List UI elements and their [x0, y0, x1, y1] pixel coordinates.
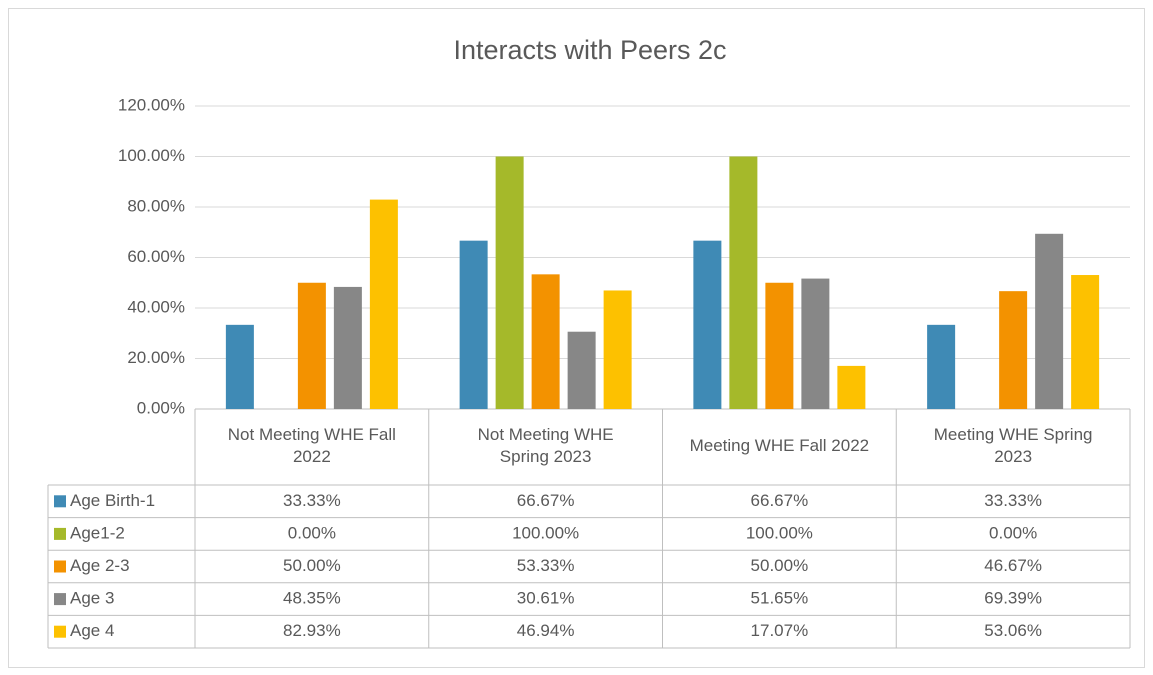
data-label: 50.00% — [751, 556, 809, 575]
data-label: 33.33% — [984, 491, 1042, 510]
legend-label: Age Birth-1 — [70, 491, 155, 510]
legend-label: Age 2-3 — [70, 556, 130, 575]
y-tick-label: 20.00% — [127, 348, 185, 367]
bar — [297, 282, 326, 409]
data-label: 66.67% — [517, 491, 575, 510]
bar — [567, 331, 596, 409]
data-label: 48.35% — [283, 589, 341, 608]
legend-label: Age 3 — [70, 589, 114, 608]
y-tick-label: 120.00% — [118, 95, 185, 114]
bar — [225, 324, 254, 409]
data-label: 46.94% — [517, 621, 575, 640]
y-tick-label: 60.00% — [127, 247, 185, 266]
data-label: 100.00% — [512, 523, 579, 542]
bar — [927, 324, 956, 409]
y-tick-label: 40.00% — [127, 297, 185, 316]
bar — [999, 291, 1028, 409]
y-tick-label: 80.00% — [127, 196, 185, 215]
data-label: 82.93% — [283, 621, 341, 640]
data-label: 33.33% — [283, 491, 341, 510]
y-tick-label: 0.00% — [137, 398, 185, 417]
data-label: 0.00% — [288, 523, 336, 542]
legend-swatch — [54, 527, 66, 540]
data-label: 17.07% — [751, 621, 809, 640]
legend-label: Age 4 — [70, 621, 114, 640]
data-label: 53.06% — [984, 621, 1042, 640]
legend-swatch — [54, 560, 66, 573]
data-label: 69.39% — [984, 589, 1042, 608]
bar — [531, 274, 560, 409]
bar — [495, 156, 524, 409]
x-tick-label: Meeting WHE Fall 2022 — [690, 436, 870, 455]
bar — [1035, 233, 1064, 409]
x-tick-label: Not Meeting WHE Fall 2022 — [228, 425, 396, 466]
bar — [765, 282, 794, 409]
data-label: 66.67% — [751, 491, 809, 510]
x-tick-label: Meeting WHE Spring 2023 — [934, 425, 1093, 466]
bar — [333, 286, 362, 409]
bar — [693, 240, 722, 409]
legend-swatch — [54, 625, 66, 638]
bar — [801, 278, 830, 409]
data-label: 50.00% — [283, 556, 341, 575]
bar — [1071, 275, 1100, 409]
legend-label: Age1-2 — [70, 523, 125, 542]
bar — [369, 199, 398, 409]
data-label: 46.67% — [984, 556, 1042, 575]
data-label: 53.33% — [517, 556, 575, 575]
bar — [603, 290, 632, 409]
bar — [729, 156, 758, 409]
legend-swatch — [54, 593, 66, 606]
legend-swatch — [54, 495, 66, 508]
data-label: 0.00% — [989, 523, 1037, 542]
chart-title: Interacts with Peers 2c — [453, 35, 726, 65]
data-label: 30.61% — [517, 589, 575, 608]
x-tick-label: Not Meeting WHE Spring 2023 — [478, 425, 614, 466]
data-label: 100.00% — [746, 523, 813, 542]
bar — [459, 240, 488, 409]
y-tick-label: 100.00% — [118, 146, 185, 165]
data-label: 51.65% — [751, 589, 809, 608]
bar — [837, 365, 866, 409]
